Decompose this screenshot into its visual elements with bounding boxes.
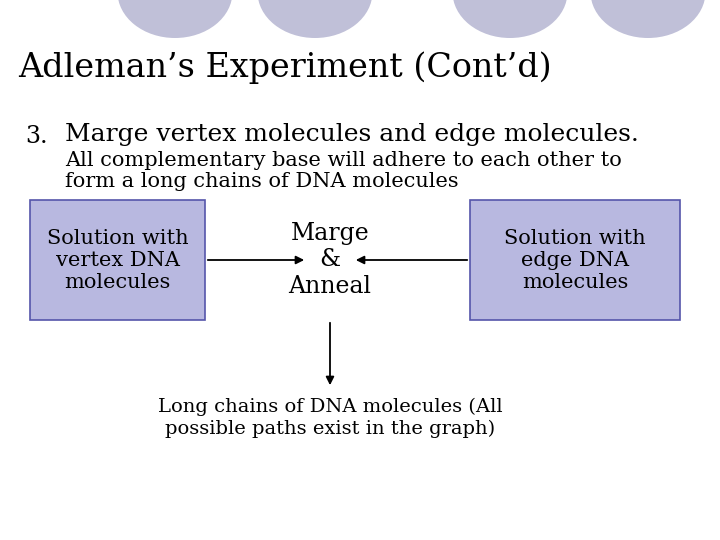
- Ellipse shape: [117, 0, 233, 38]
- FancyBboxPatch shape: [470, 200, 680, 320]
- Text: possible paths exist in the graph): possible paths exist in the graph): [165, 420, 495, 438]
- Text: Long chains of DNA molecules (All: Long chains of DNA molecules (All: [158, 398, 503, 416]
- Text: Solution with
edge DNA
molecules: Solution with edge DNA molecules: [504, 228, 646, 292]
- Text: Marge
&
Anneal: Marge & Anneal: [289, 222, 372, 298]
- Text: Adleman’s Experiment (Cont’d): Adleman’s Experiment (Cont’d): [18, 52, 552, 84]
- Ellipse shape: [590, 0, 706, 38]
- Ellipse shape: [452, 0, 567, 38]
- Text: All complementary base will adhere to each other to: All complementary base will adhere to ea…: [65, 151, 622, 170]
- Ellipse shape: [258, 0, 372, 38]
- Text: form a long chains of DNA molecules: form a long chains of DNA molecules: [65, 172, 459, 191]
- Text: 3.: 3.: [25, 125, 48, 148]
- Text: Solution with
vertex DNA
molecules: Solution with vertex DNA molecules: [47, 228, 189, 292]
- Text: Marge vertex molecules and edge molecules.: Marge vertex molecules and edge molecule…: [65, 123, 639, 146]
- FancyBboxPatch shape: [30, 200, 205, 320]
